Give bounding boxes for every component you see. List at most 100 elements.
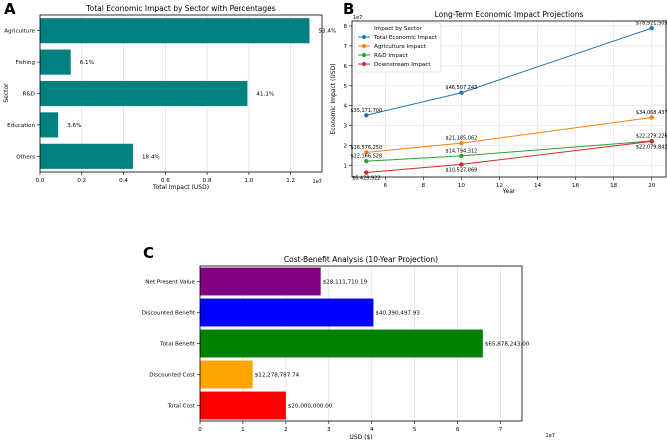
chart-b-data-label: $14,794,312 xyxy=(446,148,478,154)
chart-b-offset-label: 1e7 xyxy=(353,15,362,21)
chart-c-value-label: $12,278,787.74 xyxy=(255,373,300,379)
chart-c-ytick-label: Total Cost xyxy=(167,404,196,410)
chart-a-xtick-label: 1.0 xyxy=(244,178,253,184)
chart-c-xtick-label: 5 xyxy=(413,427,417,433)
chart-b-xtick-label: 10 xyxy=(458,183,466,189)
chart-a-ytick-label: Agriculture xyxy=(4,29,35,35)
chart-b-point xyxy=(649,115,654,120)
chart-c-xtick-label: 1 xyxy=(241,427,245,433)
chart-b-point xyxy=(459,90,464,95)
chart-b-xtick-label: 18 xyxy=(610,183,618,189)
panel-letter-c: C xyxy=(143,244,154,262)
chart-sector-impact: Total Economic Impact by Sector with Per… xyxy=(3,4,336,191)
chart-c-xtick-label: 4 xyxy=(370,427,374,433)
chart-c-xtick-label: 6 xyxy=(456,427,460,433)
chart-b-data-label: $12,166,528 xyxy=(350,154,382,160)
chart-b-data-label: $35,171,700 xyxy=(350,108,382,114)
chart-b-series-line xyxy=(366,140,652,162)
chart-a-xtick-label: 0.4 xyxy=(119,178,128,184)
chart-b-frame xyxy=(351,20,667,178)
chart-c-value-label: $28,111,710.19 xyxy=(323,280,368,286)
chart-b-point xyxy=(649,25,654,31)
chart-b-point xyxy=(364,170,369,175)
chart-b-point xyxy=(364,113,369,118)
chart-a-ytick-label: Fishing xyxy=(16,60,36,66)
chart-a-xtick-label: 0.6 xyxy=(161,178,170,184)
chart-c-value-label: $20,000,000.00 xyxy=(288,404,333,410)
chart-b-ytick-label: 6 xyxy=(343,64,347,70)
chart-a-xtick-label: 0.0 xyxy=(36,178,45,184)
chart-b-point xyxy=(649,139,654,144)
chart-b-legend-marker xyxy=(362,44,366,48)
chart-b-point xyxy=(364,158,369,164)
chart-b-legend-box xyxy=(354,22,442,73)
chart-b-data-label: $34,068,437 xyxy=(636,110,667,116)
chart-c-bar xyxy=(200,298,374,327)
chart-b-legend-label: R&D Impact xyxy=(374,53,408,59)
chart-c-xtick-label: 0 xyxy=(198,427,202,433)
chart-b-legend-title: Impact by Sector xyxy=(374,26,422,32)
chart-b-data-label: $46,507,243 xyxy=(446,85,478,91)
chart-a-offset-label: 1e7 xyxy=(313,179,322,185)
chart-a-bar xyxy=(40,18,310,44)
chart-b-legend-marker xyxy=(362,62,366,66)
chart-b-xtick-label: 14 xyxy=(534,183,542,189)
chart-c-ytick-label: Discounted Benefit xyxy=(142,311,196,317)
chart-b-data-label: $22,279,226 xyxy=(636,133,667,139)
chart-b-xtick-label: 6 xyxy=(384,183,388,189)
chart-b-legend-label: Agriculture Impact xyxy=(374,44,427,50)
chart-b-xlabel: Year xyxy=(502,188,516,195)
chart-b-data-label: $21,185,062 xyxy=(446,136,478,142)
chart-a-percent-label: 18.4% xyxy=(142,154,160,160)
chart-c-xtick-label: 7 xyxy=(499,427,503,433)
chart-b-series-line xyxy=(366,140,652,174)
chart-b-point xyxy=(459,140,464,146)
chart-a-xtick-label: 0.8 xyxy=(203,178,212,184)
chart-b-legend-marker xyxy=(362,35,366,39)
chart-c-ytick-label: Discounted Cost xyxy=(149,373,196,379)
panel-letter-b: B xyxy=(343,0,354,18)
chart-b-data-label: $22,079,842 xyxy=(636,144,667,150)
chart-b-point xyxy=(459,162,464,167)
chart-a-percent-label: 41.1% xyxy=(256,92,274,98)
chart-a-bar xyxy=(40,49,71,75)
chart-b-ytick-label: 4 xyxy=(343,104,347,110)
chart-a-percent-label: 53.4% xyxy=(318,29,336,35)
chart-c-xtick-label: 3 xyxy=(327,427,331,433)
chart-cost-benefit: Cost-Benefit Analysis (10-Year Projectio… xyxy=(142,255,555,441)
chart-b-xtick-label: 20 xyxy=(648,183,656,189)
chart-b-series-line xyxy=(366,116,652,153)
chart-c-bar xyxy=(200,329,483,358)
chart-b-legend-items: Total Economic Impact Agriculture Impact R… xyxy=(358,35,438,68)
chart-a-bar xyxy=(40,80,248,107)
chart-b-ytick-label: 2 xyxy=(343,144,347,150)
chart-c-ytick-label: Net Present Value xyxy=(145,280,195,286)
chart-c-bar xyxy=(200,267,321,296)
chart-b-xtick-label: 8 xyxy=(422,183,426,189)
chart-b-ytick-label: 5 xyxy=(343,84,347,90)
panel-letter-a: A xyxy=(4,0,16,18)
chart-c-value-label: $40,390,497.93 xyxy=(375,311,420,317)
chart-a-xlabel: Total Impact (USD) xyxy=(152,184,209,191)
chart-b-legend-label: Downstream Impact xyxy=(374,62,431,68)
chart-b-legend-label: Total Economic Impact xyxy=(373,35,438,41)
chart-c-value-label: $65,878,243.00 xyxy=(485,342,530,348)
chart-c-axes: 0 1 2 3 4 5 6 7 Net Present Value Discounted Bene… xyxy=(142,280,503,434)
chart-b-title: Long-Term Economic Impact Projections xyxy=(435,10,584,19)
chart-a-ylabel: Sector xyxy=(3,83,10,103)
chart-c-title: Cost-Benefit Analysis (10-Year Projectio… xyxy=(284,255,438,264)
chart-b-data-label: $16,576,250 xyxy=(350,145,382,151)
chart-a-percent-label: 3.6% xyxy=(67,123,81,129)
chart-c-bars: $28,111,710.19 $40,390,497.93 $65,878,243.… xyxy=(200,267,530,420)
chart-b-data-label: $78,921,505 xyxy=(636,21,667,27)
chart-a-title: Total Economic Impact by Sector with Per… xyxy=(85,4,275,13)
chart-b-data-label: $6,428,922 xyxy=(352,176,381,182)
chart-c-xlabel: USD ($) xyxy=(349,434,372,441)
chart-impact-projections: Long-Term Economic Impact Projections 1e… xyxy=(330,10,667,195)
chart-b-ytick-label: 7 xyxy=(343,44,347,50)
chart-b-ytick-label: 1 xyxy=(343,163,347,169)
chart-a-bars: 53.4% 6.1% 41.1% 3.6% 18.4% xyxy=(40,18,336,169)
chart-b-xtick-label: 16 xyxy=(572,183,580,189)
